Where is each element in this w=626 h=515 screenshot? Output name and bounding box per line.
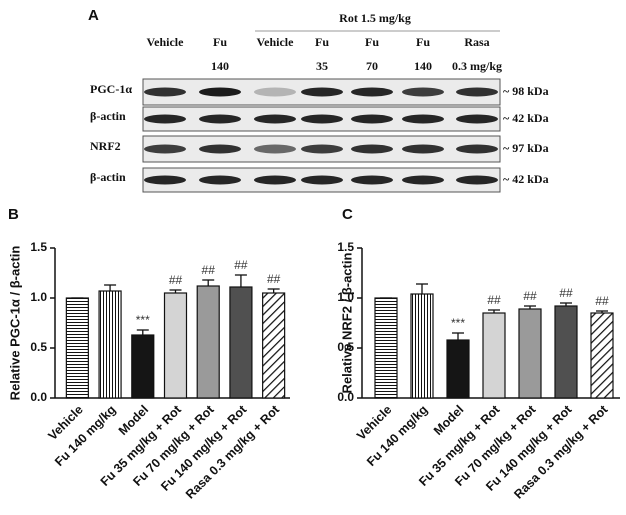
protein-label: NRF2: [90, 139, 121, 153]
blot-band: [199, 87, 241, 97]
y-tick-label: 1.0: [30, 290, 47, 304]
significance-label: ***: [136, 313, 150, 327]
bar: [196, 285, 220, 399]
lane-label: Fu: [315, 35, 329, 49]
y-tick-label: 0.0: [337, 390, 354, 404]
size-label: ~ 97 kDa: [503, 141, 549, 155]
significance-label: ##: [169, 273, 183, 287]
bar: [482, 312, 506, 399]
blot-band: [254, 87, 296, 97]
blot-band: [254, 144, 296, 154]
size-label: ~ 42 kDa: [503, 172, 549, 186]
significance-label: ***: [451, 316, 465, 330]
significance-label: ##: [202, 263, 216, 277]
lane-label: Vehicle: [257, 35, 295, 49]
significance-label: ##: [267, 272, 281, 286]
protein-label: β-actin: [90, 170, 126, 184]
blot-band: [301, 114, 343, 124]
y-tick-label: 1.5: [30, 240, 47, 254]
lane-dose: 140: [414, 59, 432, 73]
bar: [98, 290, 122, 399]
blot-band: [351, 87, 393, 97]
lane-label: Rasa: [464, 35, 489, 49]
blot-band: [144, 144, 186, 154]
blot-band: [144, 87, 186, 97]
panel-label: A: [88, 7, 99, 24]
lane-dose: 70: [366, 59, 378, 73]
bar: [590, 312, 614, 399]
blot-band: [402, 175, 444, 185]
bar: [374, 297, 398, 399]
blot-band: [144, 175, 186, 185]
y-tick-label: 1.5: [337, 240, 354, 254]
blot-band: [254, 114, 296, 124]
lane-dose: 35: [316, 59, 328, 73]
bar: [229, 286, 253, 399]
panel-label: B: [8, 206, 19, 223]
bar: [131, 334, 155, 399]
blot-band: [351, 114, 393, 124]
lane-label: Vehicle: [147, 35, 185, 49]
blot-band: [301, 144, 343, 154]
blot-band: [456, 175, 498, 185]
size-label: ~ 98 kDa: [503, 84, 549, 98]
blot-band: [456, 144, 498, 154]
blot-band: [199, 144, 241, 154]
lane-label: Fu: [365, 35, 379, 49]
protein-label: PGC-1α: [90, 82, 132, 96]
bar: [410, 293, 434, 399]
blot-band: [351, 144, 393, 154]
bar: [554, 305, 578, 399]
treatment-label: Rot 1.5 mg/kg: [339, 11, 411, 25]
significance-label: ##: [523, 289, 537, 303]
significance-label: ##: [234, 258, 248, 272]
bar: [65, 297, 89, 399]
blot-band: [301, 87, 343, 97]
blot-band: [144, 114, 186, 124]
blot-band: [351, 175, 393, 185]
y-tick-label: 0.5: [30, 340, 47, 354]
panel-label: C: [342, 206, 353, 223]
lane-dose: 0.3 mg/kg: [452, 59, 502, 73]
blot-band: [402, 144, 444, 154]
significance-label: ##: [559, 286, 573, 300]
y-axis-label: Relative PGC-1α / β-actin: [7, 246, 22, 401]
y-axis-label: Relative NRF2 / β-actin: [339, 253, 354, 394]
bar: [262, 292, 286, 399]
lane-label: Fu: [416, 35, 430, 49]
y-tick-label: 1.0: [337, 290, 354, 304]
blot-band: [199, 175, 241, 185]
bar: [446, 339, 470, 399]
blot-band: [456, 114, 498, 124]
blot-band: [301, 175, 343, 185]
blot-band: [402, 87, 444, 97]
lane-label: Fu: [213, 35, 227, 49]
bar: [518, 308, 542, 399]
significance-label: ##: [487, 293, 501, 307]
lane-dose: 140: [211, 59, 229, 73]
significance-label: ##: [595, 294, 609, 308]
y-tick-label: 0.5: [337, 340, 354, 354]
y-tick-label: 0.0: [30, 390, 47, 404]
blot-band: [254, 175, 296, 185]
bar: [163, 292, 188, 399]
protein-label: β-actin: [90, 109, 126, 123]
size-label: ~ 42 kDa: [503, 111, 549, 125]
blot-band: [402, 114, 444, 124]
blot-band: [456, 87, 498, 97]
blot-band: [199, 114, 241, 124]
